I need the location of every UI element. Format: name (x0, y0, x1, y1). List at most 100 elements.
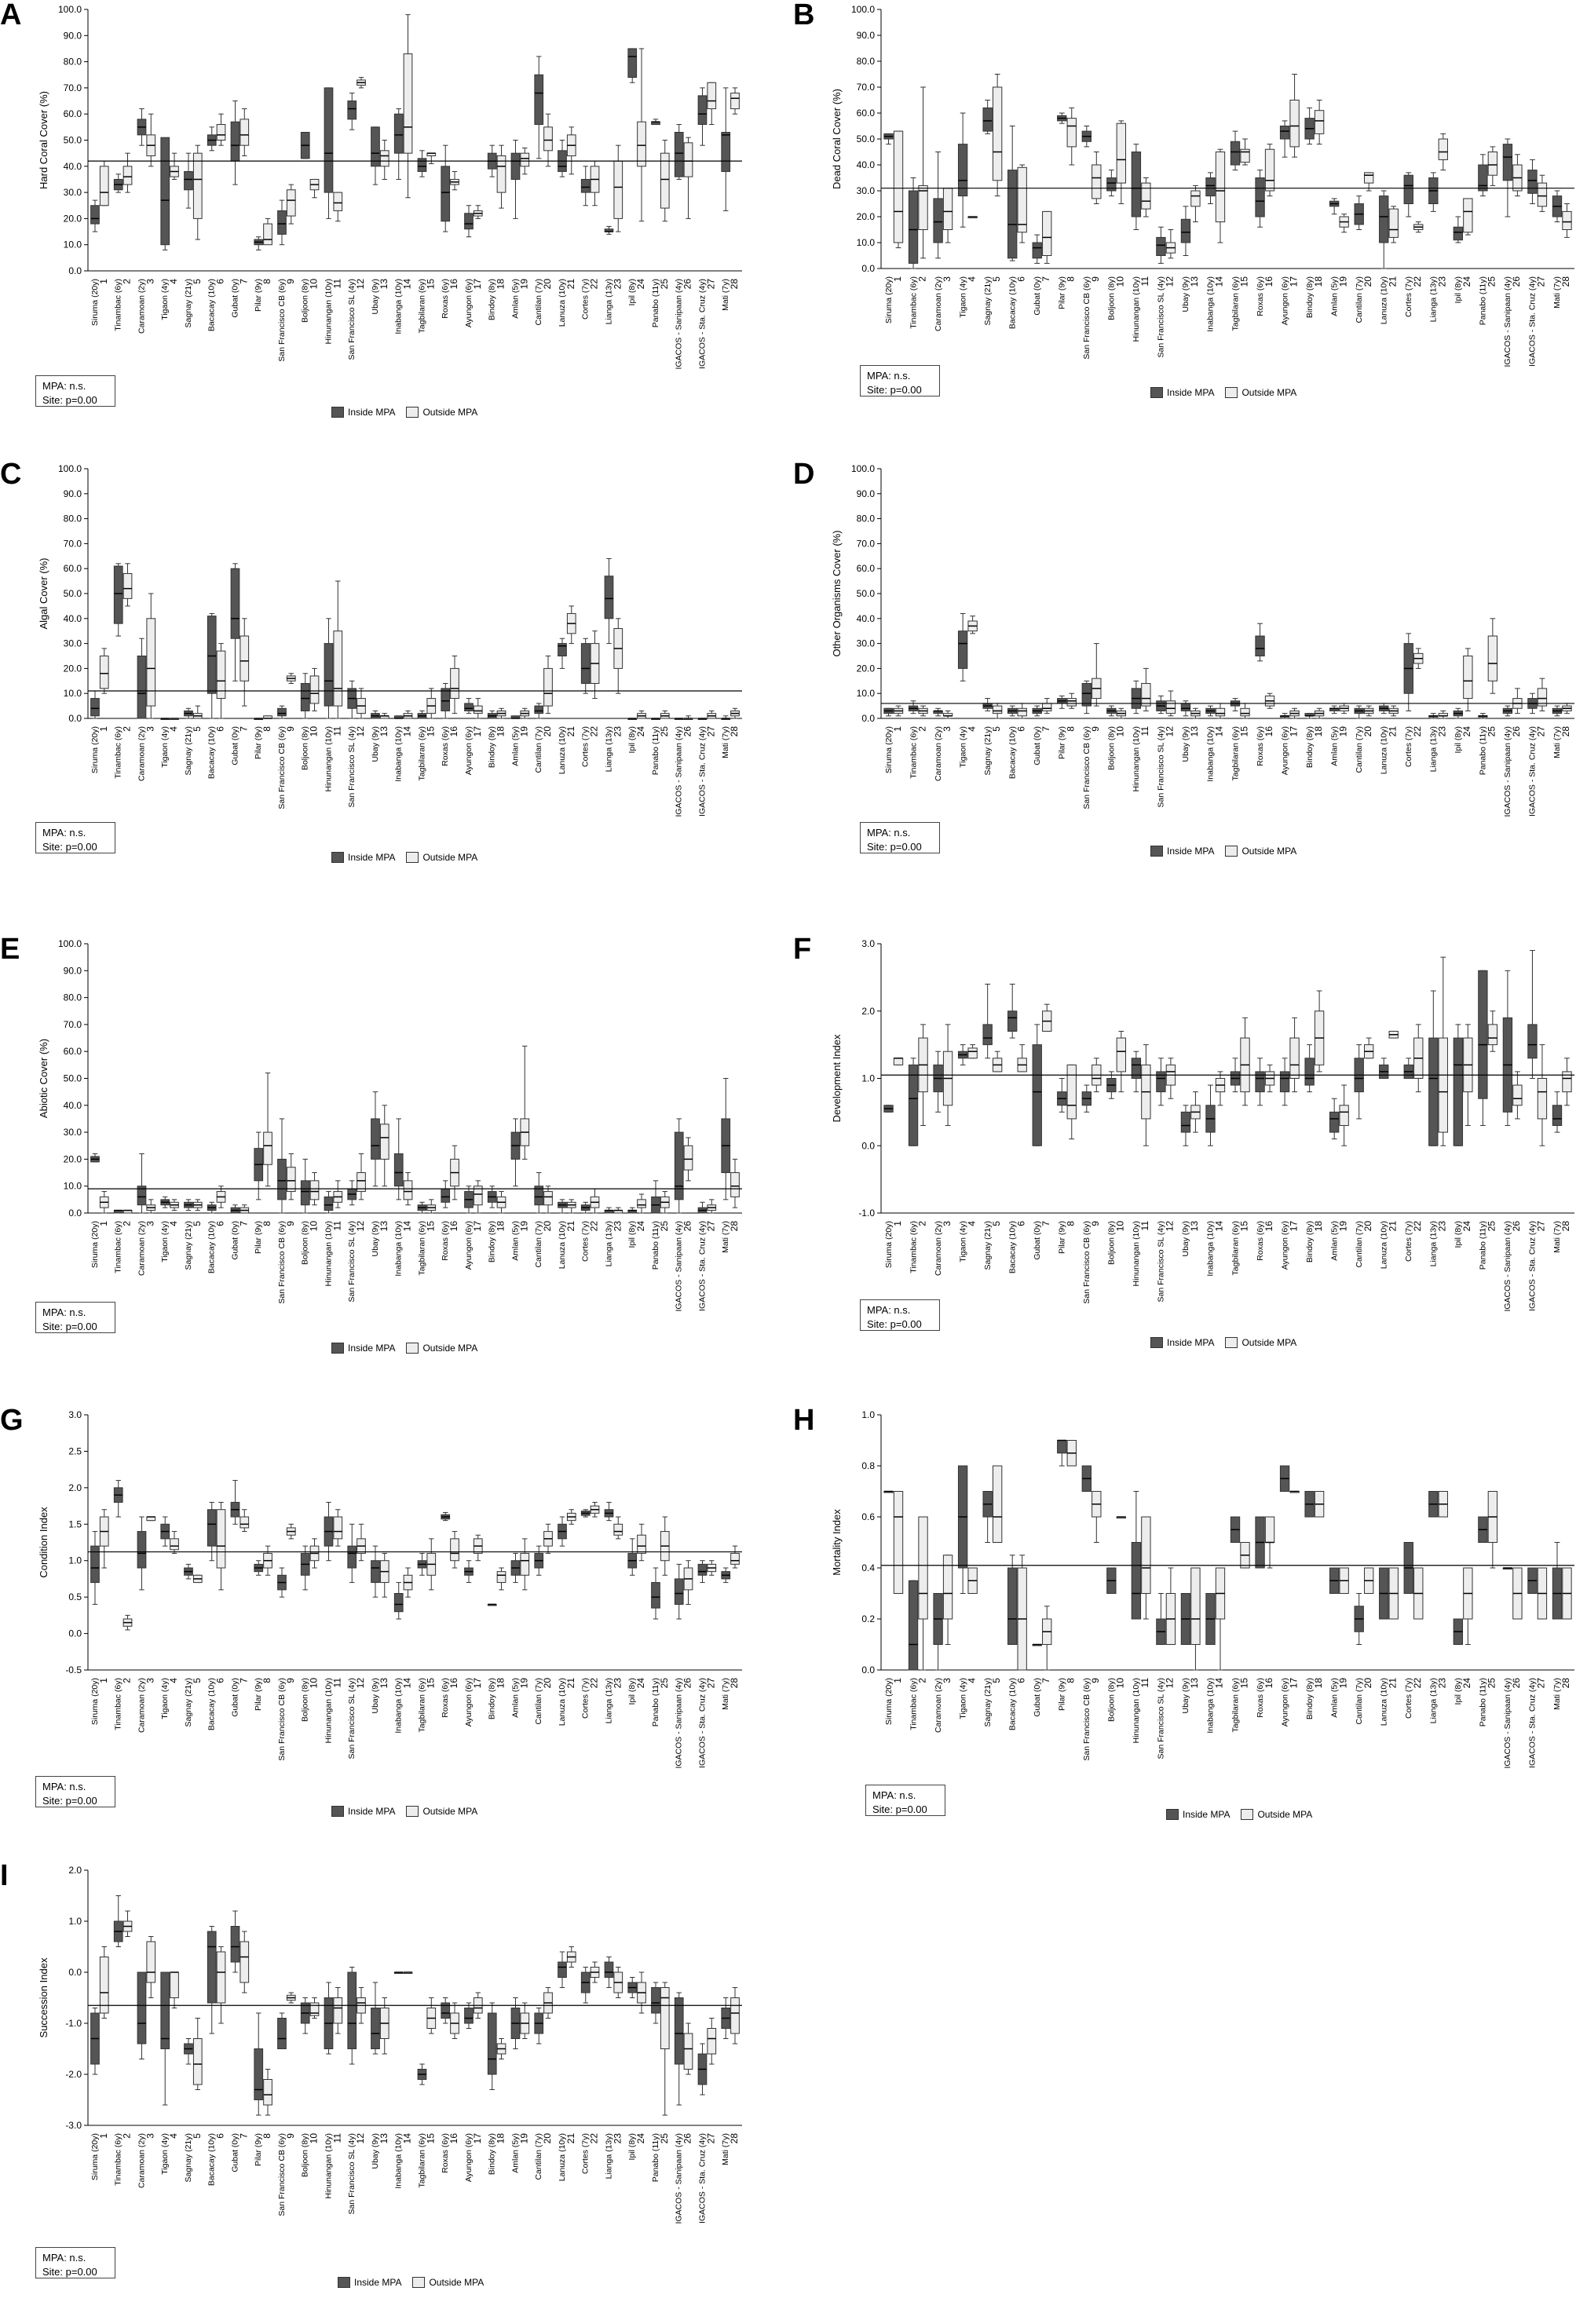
site-number: 6 (215, 2133, 226, 2139)
y-axis-label: Abiotic Cover (%) (38, 1039, 49, 1118)
site-number: 4 (966, 276, 977, 282)
site-number: 12 (355, 279, 366, 290)
site-label: Lianga (13y) (604, 1678, 613, 1723)
box-outside (1339, 1567, 1349, 1594)
site-label: Ayungon (6y) (464, 1678, 474, 1727)
y-tick-label: 0.4 (861, 1562, 875, 1573)
box (99, 166, 109, 206)
box-inside (908, 177, 919, 269)
box (333, 1997, 343, 2024)
box (184, 170, 193, 191)
stats-mpa: MPA: n.s. (42, 1781, 86, 1792)
site-label: Roxas (6y) (1256, 1221, 1265, 1261)
y-axis-label: Other Organisms Cover (%) (831, 530, 843, 656)
site-label: Tagbilaran (6y) (1230, 1221, 1240, 1275)
site-number: 1 (892, 726, 903, 732)
box-inside (957, 112, 968, 228)
box (651, 1987, 660, 2014)
site-number: 25 (659, 2133, 670, 2144)
box-outside (918, 86, 928, 259)
box-outside (263, 1545, 272, 1576)
box-inside (651, 1567, 660, 1620)
panel-g: G -0.5 0.0 0.5 1.0 1.5 2.0 2.5 3.0 Condition Ind… (0, 1405, 773, 1869)
box (992, 705, 1003, 714)
site-number: 5 (991, 1221, 1002, 1226)
site-label: Tigaon (4y) (958, 726, 967, 768)
box (893, 1491, 904, 1594)
site-label: Hinunangan (10y) (1132, 276, 1141, 342)
box (1379, 195, 1389, 243)
site-number: 12 (355, 1678, 366, 1689)
site-number: 22 (1412, 1221, 1423, 1232)
site-number: 11 (1139, 726, 1150, 736)
box-outside (496, 1567, 506, 1591)
site-number: 24 (1461, 276, 1472, 287)
site-label: San Francisco SL (4y) (347, 1678, 357, 1759)
site-label: Tigaon (4y) (160, 279, 170, 320)
site-label: Ayungon (6y) (1280, 276, 1289, 325)
box-outside (1017, 164, 1027, 243)
box-outside (1562, 1567, 1572, 1620)
site-number: 8 (261, 2133, 272, 2139)
site-label: Boljoon (8y) (301, 726, 310, 770)
site-number: 1 (98, 279, 109, 284)
site-number: 11 (1139, 1678, 1150, 1688)
box-inside (1304, 713, 1315, 719)
box-inside (651, 1180, 660, 1214)
site-number: 1 (98, 1221, 109, 1226)
box (137, 1971, 147, 2044)
box (730, 1172, 740, 1197)
site-label: Cortes (7y) (581, 279, 591, 320)
site-number: 3 (942, 276, 953, 282)
site-number: 4 (966, 726, 977, 732)
box-inside (1131, 1491, 1142, 1620)
y-tick-label: 0.2 (861, 1613, 875, 1624)
box-outside (637, 48, 646, 222)
site-label: San Francisco CB (6y) (1082, 276, 1092, 360)
box-inside (1205, 1593, 1216, 1645)
box-outside (1264, 144, 1275, 197)
site-label: IGACOS - Sta. Cruz (4y) (1528, 1678, 1538, 1768)
site-number: 5 (192, 726, 203, 732)
site-label: Siruma (20y) (884, 726, 894, 773)
site-label: San Francisco SL (4y) (347, 279, 357, 360)
box-inside (90, 1153, 100, 1163)
box (520, 152, 530, 167)
site-label: Lanuza (10y) (1379, 726, 1388, 774)
box-inside (558, 1951, 567, 1988)
box (992, 86, 1003, 181)
box (730, 1552, 740, 1565)
site-label: Pilar (9y) (1058, 1678, 1067, 1711)
box (534, 1186, 544, 1206)
site-number: 26 (682, 726, 693, 737)
box (637, 1534, 646, 1554)
box (1438, 1037, 1448, 1133)
site-label: Sagnay (21y) (184, 2133, 193, 2182)
y-tick-label: 70.0 (857, 82, 876, 93)
box-inside (160, 1196, 170, 1208)
box-outside (403, 14, 413, 199)
y-tick-label: 30.0 (64, 187, 82, 198)
site-number: 8 (1066, 1221, 1077, 1226)
site-number: 24 (1461, 726, 1472, 737)
legend-outside-swatch (406, 407, 419, 418)
site-number: 15 (425, 726, 436, 737)
site-number: 13 (1189, 1221, 1200, 1232)
box-outside (730, 1158, 740, 1208)
site-label: San Francisco CB (6y) (277, 2133, 287, 2216)
site-number: 28 (1560, 1221, 1571, 1232)
box (1478, 164, 1488, 192)
box (450, 667, 459, 700)
site-number: 8 (261, 279, 272, 284)
site-number: 20 (542, 279, 553, 290)
legend-outside: Outside MPA (406, 1343, 477, 1354)
box-inside (1081, 680, 1092, 714)
site-label: Panabo (11y) (651, 279, 660, 327)
site-number: 16 (1263, 1678, 1274, 1689)
box-inside (137, 1153, 147, 1214)
box-outside (730, 87, 740, 115)
box (510, 152, 521, 180)
box-inside (464, 1560, 474, 1584)
legend: Inside MPA Outside MPA (1150, 387, 1307, 398)
box-outside (1264, 1064, 1275, 1093)
